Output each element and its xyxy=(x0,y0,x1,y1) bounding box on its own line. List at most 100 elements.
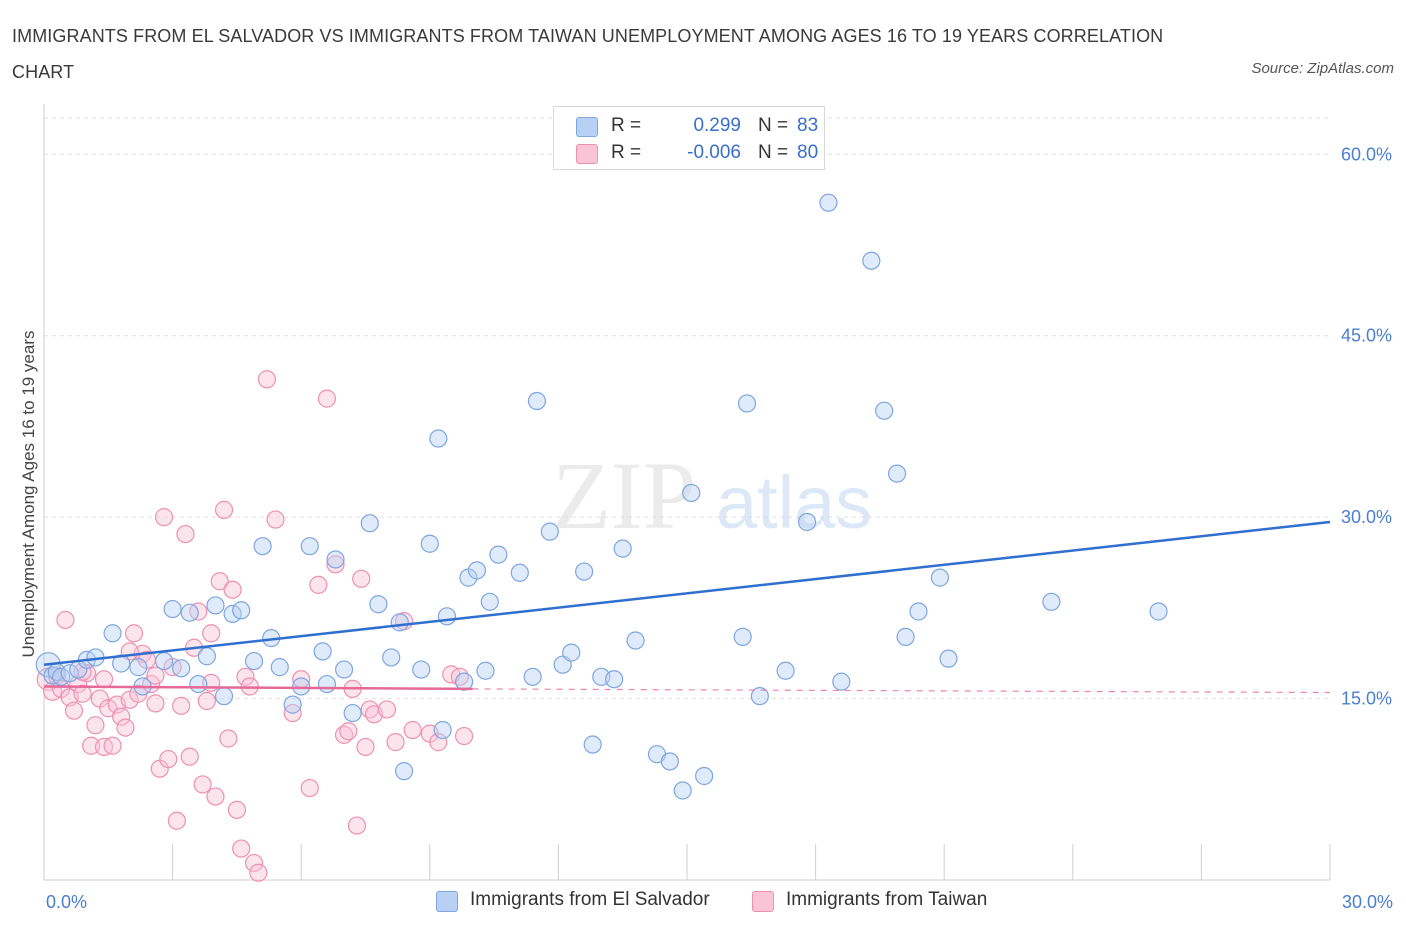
point-el-salvador-21 xyxy=(232,601,251,620)
point-taiwan-31 xyxy=(172,696,191,715)
point-el-salvador-27 xyxy=(292,677,311,696)
point-el-salvador-13 xyxy=(163,599,182,619)
y-tick-label-30: 30.0% xyxy=(1341,507,1392,527)
legend-swatch-el-salvador xyxy=(576,117,598,137)
point-taiwan-37 xyxy=(197,691,216,711)
point-taiwan-4 xyxy=(56,610,75,630)
point-el-salvador-71 xyxy=(797,512,817,532)
point-el-salvador-78 xyxy=(909,602,928,621)
y-tick-label-45: 45.0% xyxy=(1341,326,1392,346)
point-el-salvador-65 xyxy=(682,483,701,503)
point-taiwan-40 xyxy=(210,572,229,591)
point-el-salvador-22 xyxy=(244,651,264,671)
y-axis-label: Unemployment Among Ages 16 to 19 years xyxy=(19,331,38,658)
point-el-salvador-32 xyxy=(334,660,354,679)
point-taiwan-18 xyxy=(116,718,135,737)
point-el-salvador-16 xyxy=(189,674,208,694)
point-el-salvador-42 xyxy=(433,720,452,740)
point-taiwan-43 xyxy=(223,580,242,599)
trend-line-taiwan xyxy=(43,685,473,691)
point-taiwan-62 xyxy=(352,569,371,588)
point-taiwan-50 xyxy=(257,370,277,389)
point-el-salvador-33 xyxy=(343,703,362,723)
point-taiwan-74 xyxy=(454,726,474,746)
point-el-salvador-53 xyxy=(540,522,559,541)
point-el-salvador-72 xyxy=(819,193,838,212)
legend-r-label: R = xyxy=(611,115,642,136)
point-el-salvador-76 xyxy=(887,464,907,483)
point-el-salvador-79 xyxy=(930,568,950,587)
point-taiwan-48 xyxy=(244,853,264,873)
point-taiwan-45 xyxy=(232,839,251,858)
point-taiwan-30 xyxy=(167,811,186,830)
legend-n-value-el-salvador: 83 xyxy=(797,115,819,136)
point-el-salvador-18 xyxy=(206,596,225,615)
bottom-legend-swatch-taiwan xyxy=(752,891,774,912)
series-el-salvador-points xyxy=(35,193,1168,800)
point-taiwan-20 xyxy=(124,624,144,643)
point-taiwan-54 xyxy=(300,778,319,798)
point-taiwan-41 xyxy=(214,500,234,519)
legend-n-label: N = xyxy=(758,115,789,136)
y-tick-label-15: 15.0% xyxy=(1341,689,1392,709)
point-el-salvador-48 xyxy=(480,592,499,611)
point-el-salvador-10 xyxy=(129,658,148,677)
point-taiwan-15 xyxy=(103,736,122,755)
point-el-salvador-30 xyxy=(317,674,337,694)
point-el-salvador-57 xyxy=(583,735,602,754)
point-taiwan-8 xyxy=(73,684,92,703)
point-taiwan-78 xyxy=(146,666,165,685)
point-taiwan-6 xyxy=(64,701,84,720)
point-el-salvador-50 xyxy=(510,563,529,582)
point-taiwan-10 xyxy=(82,736,101,755)
point-el-salvador-81 xyxy=(1042,592,1061,611)
point-el-salvador-12 xyxy=(154,651,174,671)
bottom-legend-label-el-salvador: Immigrants from El Salvador xyxy=(470,889,710,910)
point-taiwan-69 xyxy=(403,720,422,740)
point-taiwan-36 xyxy=(193,775,212,794)
point-taiwan-71 xyxy=(429,733,448,752)
watermark-atlas: atlas xyxy=(716,461,872,544)
point-taiwan-55 xyxy=(309,575,328,594)
point-el-salvador-49 xyxy=(489,545,508,564)
point-el-salvador-8 xyxy=(103,624,122,643)
legend-r-value-taiwan: -0.006 xyxy=(687,142,741,163)
axes xyxy=(43,104,1331,881)
y-tick-label-60: 60.0% xyxy=(1341,144,1392,164)
x-tick-label-min: 0.0% xyxy=(46,892,87,912)
point-taiwan-51 xyxy=(266,510,285,529)
trend-lines xyxy=(43,520,1331,694)
series-taiwan-points xyxy=(36,370,474,882)
watermark: ZIP atlas xyxy=(552,442,872,549)
point-el-salvador-51 xyxy=(523,667,542,686)
legend-swatch-taiwan xyxy=(576,144,598,164)
legend-n-label: N = xyxy=(758,142,789,163)
point-taiwan-17 xyxy=(112,707,131,726)
watermark-zip: ZIP xyxy=(552,442,696,549)
point-el-salvador-38 xyxy=(394,762,414,781)
chart-title: IMMIGRANTS FROM EL SALVADOR VS IMMIGRANT… xyxy=(12,26,1164,82)
point-el-salvador-44 xyxy=(454,672,474,691)
point-taiwan-42 xyxy=(219,729,238,748)
point-el-salvador-60 xyxy=(613,539,632,558)
trend-line-el-salvador xyxy=(43,520,1331,666)
point-el-salvador-74 xyxy=(862,251,881,270)
point-el-salvador-52 xyxy=(527,391,547,411)
trend-line-taiwan-extension xyxy=(472,688,1331,694)
point-taiwan-39 xyxy=(206,787,225,806)
point-el-salvador-19 xyxy=(214,687,234,706)
point-el-salvador-25 xyxy=(270,658,289,677)
point-taiwan-44 xyxy=(227,800,246,819)
point-el-salvador-28 xyxy=(300,537,319,556)
point-el-salvador-70 xyxy=(776,661,795,680)
point-taiwan-66 xyxy=(377,700,397,719)
point-el-salvador-55 xyxy=(562,643,581,662)
legend-r-value-el-salvador: 0.299 xyxy=(693,115,741,136)
point-el-salvador-63 xyxy=(660,752,679,771)
point-taiwan-76 xyxy=(94,670,114,689)
point-el-salvador-69 xyxy=(750,687,769,706)
point-taiwan-28 xyxy=(159,749,178,769)
point-el-salvador-31 xyxy=(326,550,345,569)
legend-n-value-taiwan: 80 xyxy=(797,142,819,163)
